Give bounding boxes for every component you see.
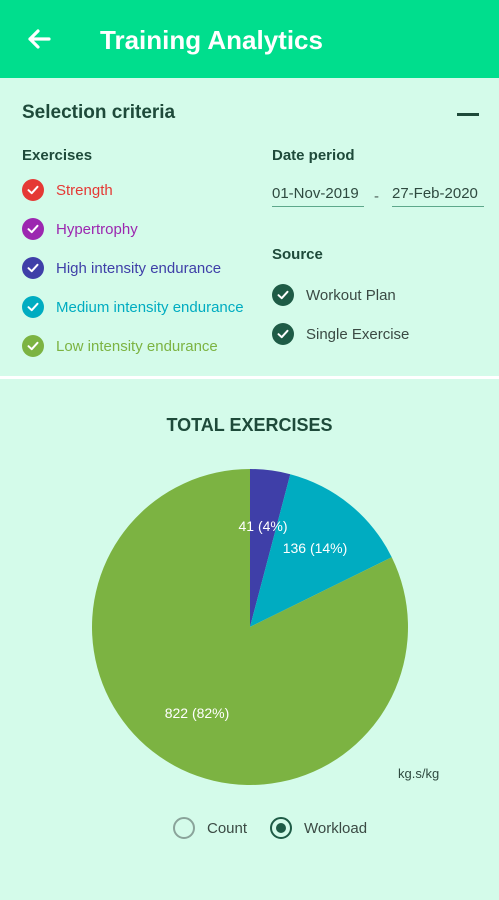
app-bar: Training Analytics xyxy=(0,0,499,78)
pie-slice-1[interactable] xyxy=(250,474,392,627)
check-icon[interactable] xyxy=(22,179,44,201)
exercise-label: Low intensity endurance xyxy=(56,337,218,355)
pie-label-0: 41 (4%) xyxy=(238,518,287,534)
date-separator: - xyxy=(374,188,379,205)
pie-label-1: 136 (14%) xyxy=(283,540,348,556)
selection-criteria-title: Selection criteria xyxy=(22,102,176,123)
count-radio-label: Count xyxy=(207,819,248,837)
page-title: Training Analytics xyxy=(100,25,323,55)
check-icon[interactable] xyxy=(22,257,44,279)
exercise-label: High intensity endurance xyxy=(56,259,222,277)
chart-title: TOTAL EXERCISES xyxy=(166,415,333,435)
check-icon[interactable] xyxy=(272,284,294,306)
source-header: Source xyxy=(272,246,323,263)
source-checkbox-0[interactable]: Workout Plan xyxy=(272,283,396,307)
exercise-checkbox-4[interactable]: Low intensity endurance xyxy=(22,334,218,358)
date-period-header: Date period xyxy=(272,147,355,164)
exercise-label: Medium intensity endurance xyxy=(56,298,244,316)
exercise-label: Hypertrophy xyxy=(56,220,138,238)
pie-slice-2[interactable] xyxy=(91,469,408,785)
source-label: Workout Plan xyxy=(306,286,396,304)
pie-slice-0[interactable] xyxy=(250,469,291,627)
workload-radio-label: Workload xyxy=(304,819,368,837)
source-label: Single Exercise xyxy=(306,325,410,343)
chart-unit: kg.s/kg xyxy=(398,766,440,781)
exercise-checkbox-3[interactable]: Medium intensity endurance xyxy=(22,295,244,319)
exercise-checkbox-0[interactable]: Strength xyxy=(22,178,113,202)
check-icon[interactable] xyxy=(272,323,294,345)
workload-radio[interactable]: Workload xyxy=(270,815,367,841)
pie-label-2: 822 (82%) xyxy=(165,705,230,721)
collapse-icon[interactable] xyxy=(457,113,479,116)
exercise-checkbox-2[interactable]: High intensity endurance xyxy=(22,256,221,280)
check-icon[interactable] xyxy=(22,296,44,318)
exercise-checkbox-1[interactable]: Hypertrophy xyxy=(22,217,138,241)
source-checkbox-1[interactable]: Single Exercise xyxy=(272,322,409,346)
check-icon[interactable] xyxy=(22,218,44,240)
divider xyxy=(0,376,499,379)
selection-criteria-card xyxy=(0,78,499,376)
count-radio[interactable]: Count xyxy=(173,815,247,841)
date-from-field[interactable]: 01-Nov-2019 xyxy=(272,185,364,207)
workload-radio-circle[interactable] xyxy=(270,817,292,839)
count-radio-circle[interactable] xyxy=(173,817,195,839)
exercises-header: Exercises xyxy=(22,147,93,164)
date-to-field[interactable]: 27-Feb-2020 xyxy=(392,185,484,207)
exercise-label: Strength xyxy=(56,181,113,199)
arrow-left-icon[interactable] xyxy=(22,22,56,56)
check-icon[interactable] xyxy=(22,335,44,357)
